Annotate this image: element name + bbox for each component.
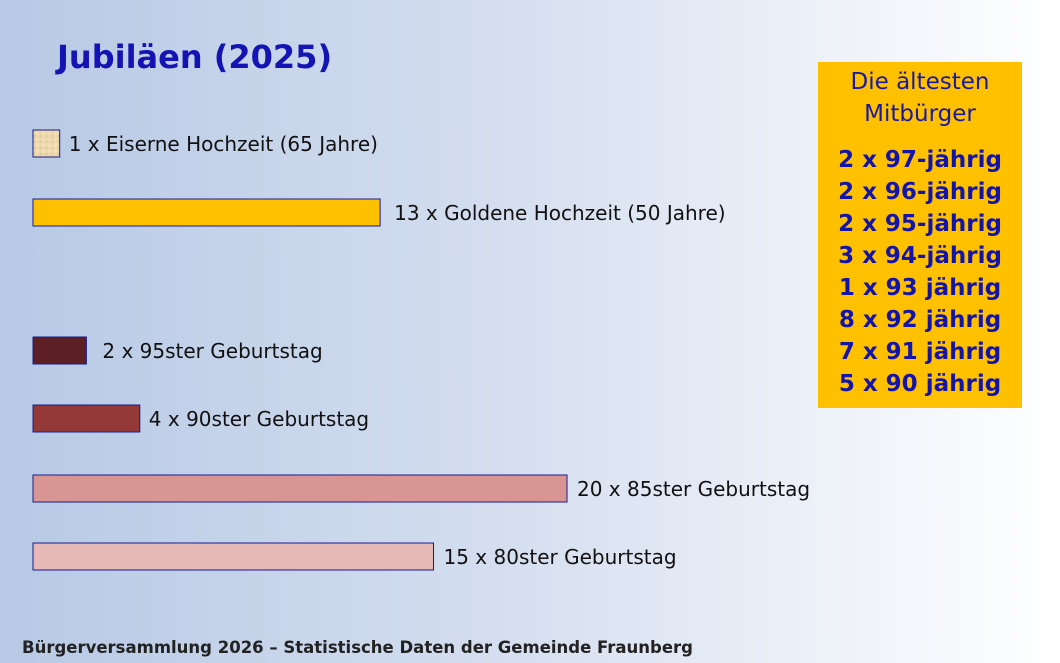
oldest-citizens-title-line2: Mitbürger xyxy=(864,101,976,127)
oldest-citizen-item: 2 x 97-jährig xyxy=(838,147,1002,173)
oldest-citizens-title: Die ältesten Mitbürger xyxy=(818,66,1022,130)
oldest-citizens-list: 2 x 97-jährig 2 x 96-jährig 2 x 95-jähri… xyxy=(818,144,1022,400)
oldest-citizen-item: 7 x 91 jährig xyxy=(838,339,1002,365)
oldest-citizen-item: 8 x 92 jährig xyxy=(838,307,1002,333)
bar-5 xyxy=(32,474,568,503)
oldest-citizen-item: 1 x 93 jährig xyxy=(838,275,1002,301)
bar-label: 15 x 80ster Geburtstag xyxy=(443,544,677,569)
bar-1 xyxy=(32,129,61,158)
bar-label: 20 x 85ster Geburtstag xyxy=(577,476,811,501)
page-title: Jubiläen (2025) xyxy=(57,38,333,76)
bar-label: 1 x Eiserne Hochzeit (65 Jahre) xyxy=(68,131,378,156)
oldest-citizen-item: 2 x 96-jährig xyxy=(838,179,1002,205)
bar-6 xyxy=(32,542,434,571)
oldest-citizen-item: 2 x 95-jährig xyxy=(838,211,1002,237)
bar-label: 2 x 95ster Geburtstag xyxy=(102,338,323,363)
oldest-citizens-title-line1: Die ältesten xyxy=(850,69,990,95)
oldest-citizen-item: 3 x 94-jährig xyxy=(838,243,1002,269)
bar-label: 13 x Goldene Hochzeit (50 Jahre) xyxy=(394,200,726,225)
bar-2 xyxy=(32,198,381,227)
oldest-citizens-box: Die ältesten Mitbürger 2 x 97-jährig 2 x… xyxy=(818,62,1022,408)
footer-text: Bürgerversammlung 2026 – Statistische Da… xyxy=(22,638,693,657)
bar-3 xyxy=(32,336,87,365)
bar-label: 4 x 90ster Geburtstag xyxy=(148,406,370,431)
oldest-citizen-item: 5 x 90 jährig xyxy=(838,371,1002,397)
bar-4 xyxy=(32,404,141,433)
